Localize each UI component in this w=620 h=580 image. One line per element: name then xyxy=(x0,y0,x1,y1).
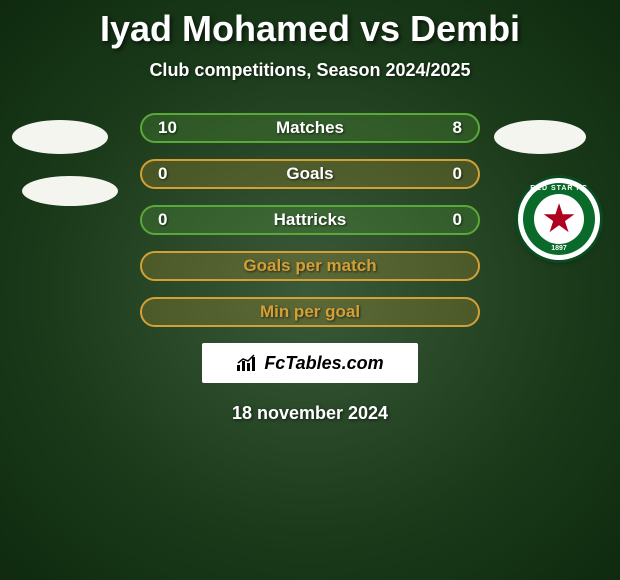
date-text: 18 november 2024 xyxy=(0,403,620,424)
subtitle: Club competitions, Season 2024/2025 xyxy=(0,60,620,81)
brand-text: FcTables.com xyxy=(264,353,383,374)
page-title: Iyad Mohamed vs Dembi xyxy=(0,0,620,50)
redstar-top-text: RED STAR FC xyxy=(523,185,595,192)
stat-row-goals: 0Goals0 xyxy=(140,159,480,189)
stat-right-value: 0 xyxy=(422,164,462,184)
stat-row-min-per-goal: Min per goal xyxy=(140,297,480,327)
right-club-badge-2: RED STAR FC ★ 1897 xyxy=(518,178,600,260)
stat-left-value: 0 xyxy=(158,164,198,184)
right-club-badge-1 xyxy=(494,120,586,154)
stat-right-value: 0 xyxy=(422,210,462,230)
left-club-badge-2 xyxy=(22,176,118,206)
redstar-bottom-text: 1897 xyxy=(523,245,595,252)
star-icon: ★ xyxy=(541,199,577,239)
stat-row-matches: 10Matches8 xyxy=(140,113,480,143)
stat-row-goals-per-match: Goals per match xyxy=(140,251,480,281)
stat-label: Goals per match xyxy=(198,256,422,276)
brand-box[interactable]: FcTables.com xyxy=(202,343,418,383)
stat-label: Matches xyxy=(198,118,422,138)
stat-left-value: 0 xyxy=(158,210,198,230)
stat-label: Hattricks xyxy=(198,210,422,230)
left-club-badge-1 xyxy=(12,120,108,154)
chart-icon xyxy=(236,354,258,372)
stat-label: Goals xyxy=(198,164,422,184)
redstar-badge: RED STAR FC ★ 1897 xyxy=(518,178,600,260)
stat-label: Min per goal xyxy=(198,302,422,322)
stat-right-value: 8 xyxy=(422,118,462,138)
stat-left-value: 10 xyxy=(158,118,198,138)
stat-row-hattricks: 0Hattricks0 xyxy=(140,205,480,235)
